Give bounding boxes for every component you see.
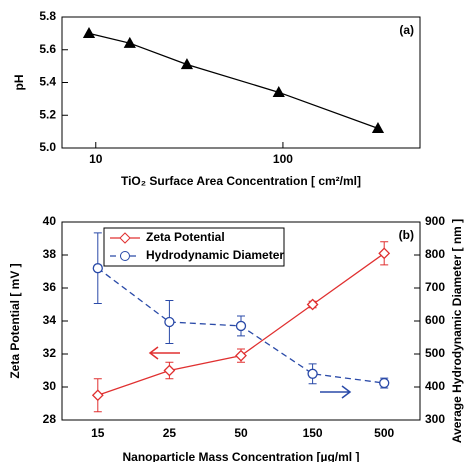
marker xyxy=(272,85,285,97)
legend-marker xyxy=(119,232,131,244)
y2-tick-label: 500 xyxy=(425,346,445,360)
arrow-right xyxy=(320,385,352,399)
marker xyxy=(82,27,96,39)
legend-marker xyxy=(120,251,130,261)
x-tick-label: 100 xyxy=(273,152,293,166)
y-tick-label: 36 xyxy=(43,280,57,294)
marker xyxy=(163,364,176,377)
marker xyxy=(371,122,385,133)
y-tick-label: 5.0 xyxy=(39,140,56,154)
x-tick-label: 15 xyxy=(91,426,105,440)
y-tick-label: 40 xyxy=(43,214,57,228)
marker xyxy=(91,389,104,402)
y-tick-label: 5.6 xyxy=(39,42,56,56)
marker xyxy=(379,377,390,389)
y-tick-label: 5.4 xyxy=(39,75,56,89)
y-tick-label: 5.2 xyxy=(39,107,56,121)
y2-axis-label: Average Hydrodynamic Diameter [ nm ] xyxy=(450,219,464,443)
y-tick-label: 34 xyxy=(43,313,57,327)
marker xyxy=(306,298,319,311)
x-tick-label: 10 xyxy=(89,152,103,166)
y2-tick-label: 700 xyxy=(425,280,445,294)
marker xyxy=(307,368,318,379)
y2-tick-label: 600 xyxy=(425,313,445,327)
legend-label: Hydrodynamic Diameter xyxy=(146,248,284,262)
x-tick-label: 50 xyxy=(234,426,248,440)
arrow-left xyxy=(148,346,180,360)
x-axis-label: Nanoparticle Mass Concentration [µg/ml ] xyxy=(123,450,360,462)
y2-tick-label: 400 xyxy=(425,379,445,393)
panel-label: (b) xyxy=(399,228,414,242)
panel-label: (a) xyxy=(399,23,414,37)
y-tick-label: 38 xyxy=(43,247,57,261)
y2-tick-label: 800 xyxy=(425,247,445,261)
y2-tick-label: 300 xyxy=(425,412,445,426)
y-axis-label: Zeta Potential [ mV ] xyxy=(8,263,22,378)
y-axis-label: pH xyxy=(12,75,26,91)
legend-label: Zeta Potential xyxy=(146,230,225,244)
x-tick-label: 500 xyxy=(374,426,394,440)
y-tick-label: 5.8 xyxy=(39,9,56,23)
y2-tick-label: 900 xyxy=(425,214,445,228)
y-tick-label: 30 xyxy=(43,379,57,393)
x-tick-label: 150 xyxy=(303,426,323,440)
marker xyxy=(123,36,136,48)
frame-a xyxy=(61,16,421,149)
marker xyxy=(180,58,194,70)
x-axis-label: TiO₂ Surface Area Concentration [ cm²/ml… xyxy=(121,174,361,188)
marker xyxy=(92,263,103,274)
marker xyxy=(235,349,247,362)
legend-box xyxy=(103,227,285,267)
marker xyxy=(378,247,391,260)
y-tick-label: 28 xyxy=(43,412,57,426)
y-tick-label: 32 xyxy=(43,346,57,360)
x-tick-label: 25 xyxy=(163,426,177,440)
marker xyxy=(235,320,247,332)
marker xyxy=(164,316,175,328)
